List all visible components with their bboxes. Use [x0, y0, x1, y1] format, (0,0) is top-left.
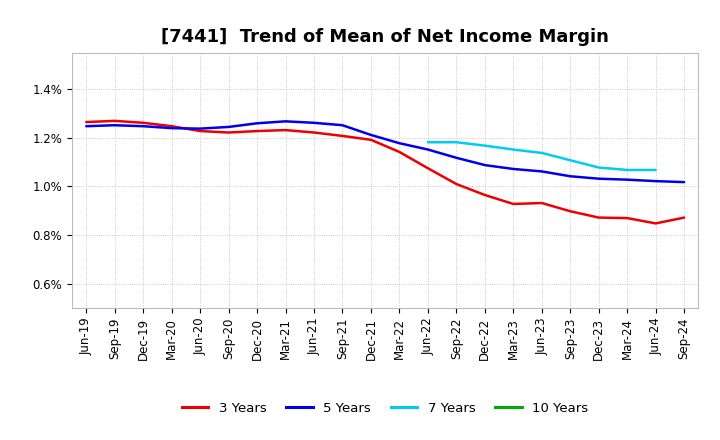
- Line: 7 Years: 7 Years: [428, 142, 656, 170]
- 3 Years: [139, 120, 148, 125]
- 5 Years: [82, 124, 91, 129]
- 5 Years: [366, 132, 375, 138]
- 7 Years: [423, 139, 432, 145]
- 5 Years: [282, 119, 290, 124]
- 5 Years: [623, 177, 631, 182]
- 7 Years: [623, 167, 631, 172]
- 3 Years: [225, 130, 233, 135]
- 3 Years: [167, 124, 176, 129]
- 5 Years: [225, 124, 233, 129]
- 3 Years: [623, 216, 631, 221]
- 3 Years: [310, 130, 318, 135]
- 3 Years: [509, 202, 518, 207]
- 7 Years: [509, 147, 518, 152]
- 3 Years: [338, 133, 347, 139]
- 3 Years: [196, 128, 204, 134]
- 5 Years: [139, 124, 148, 129]
- 3 Years: [423, 165, 432, 171]
- 5 Years: [167, 125, 176, 131]
- 5 Years: [652, 179, 660, 184]
- Title: [7441]  Trend of Mean of Net Income Margin: [7441] Trend of Mean of Net Income Margi…: [161, 28, 609, 46]
- 5 Years: [537, 169, 546, 174]
- 5 Years: [253, 121, 261, 126]
- 3 Years: [480, 192, 489, 198]
- 7 Years: [537, 150, 546, 156]
- 3 Years: [652, 221, 660, 226]
- 3 Years: [566, 209, 575, 214]
- Line: 5 Years: 5 Years: [86, 121, 684, 182]
- 3 Years: [110, 118, 119, 124]
- 3 Years: [366, 137, 375, 143]
- 3 Years: [680, 215, 688, 220]
- 5 Years: [310, 120, 318, 125]
- 3 Years: [282, 128, 290, 133]
- 3 Years: [82, 119, 91, 125]
- 7 Years: [566, 158, 575, 163]
- 5 Years: [338, 123, 347, 128]
- 5 Years: [509, 166, 518, 172]
- 3 Years: [452, 181, 461, 187]
- Legend: 3 Years, 5 Years, 7 Years, 10 Years: 3 Years, 5 Years, 7 Years, 10 Years: [176, 396, 594, 420]
- 5 Years: [452, 155, 461, 161]
- 5 Years: [680, 180, 688, 185]
- 7 Years: [452, 139, 461, 145]
- 5 Years: [566, 174, 575, 179]
- 3 Years: [395, 149, 404, 154]
- 5 Years: [395, 140, 404, 146]
- 7 Years: [595, 165, 603, 170]
- 3 Years: [253, 128, 261, 134]
- 3 Years: [595, 215, 603, 220]
- Line: 3 Years: 3 Years: [86, 121, 684, 224]
- 5 Years: [595, 176, 603, 181]
- 5 Years: [423, 147, 432, 152]
- 7 Years: [652, 167, 660, 172]
- 5 Years: [110, 123, 119, 128]
- 5 Years: [196, 126, 204, 131]
- 3 Years: [537, 200, 546, 205]
- 5 Years: [480, 162, 489, 168]
- 7 Years: [480, 143, 489, 148]
